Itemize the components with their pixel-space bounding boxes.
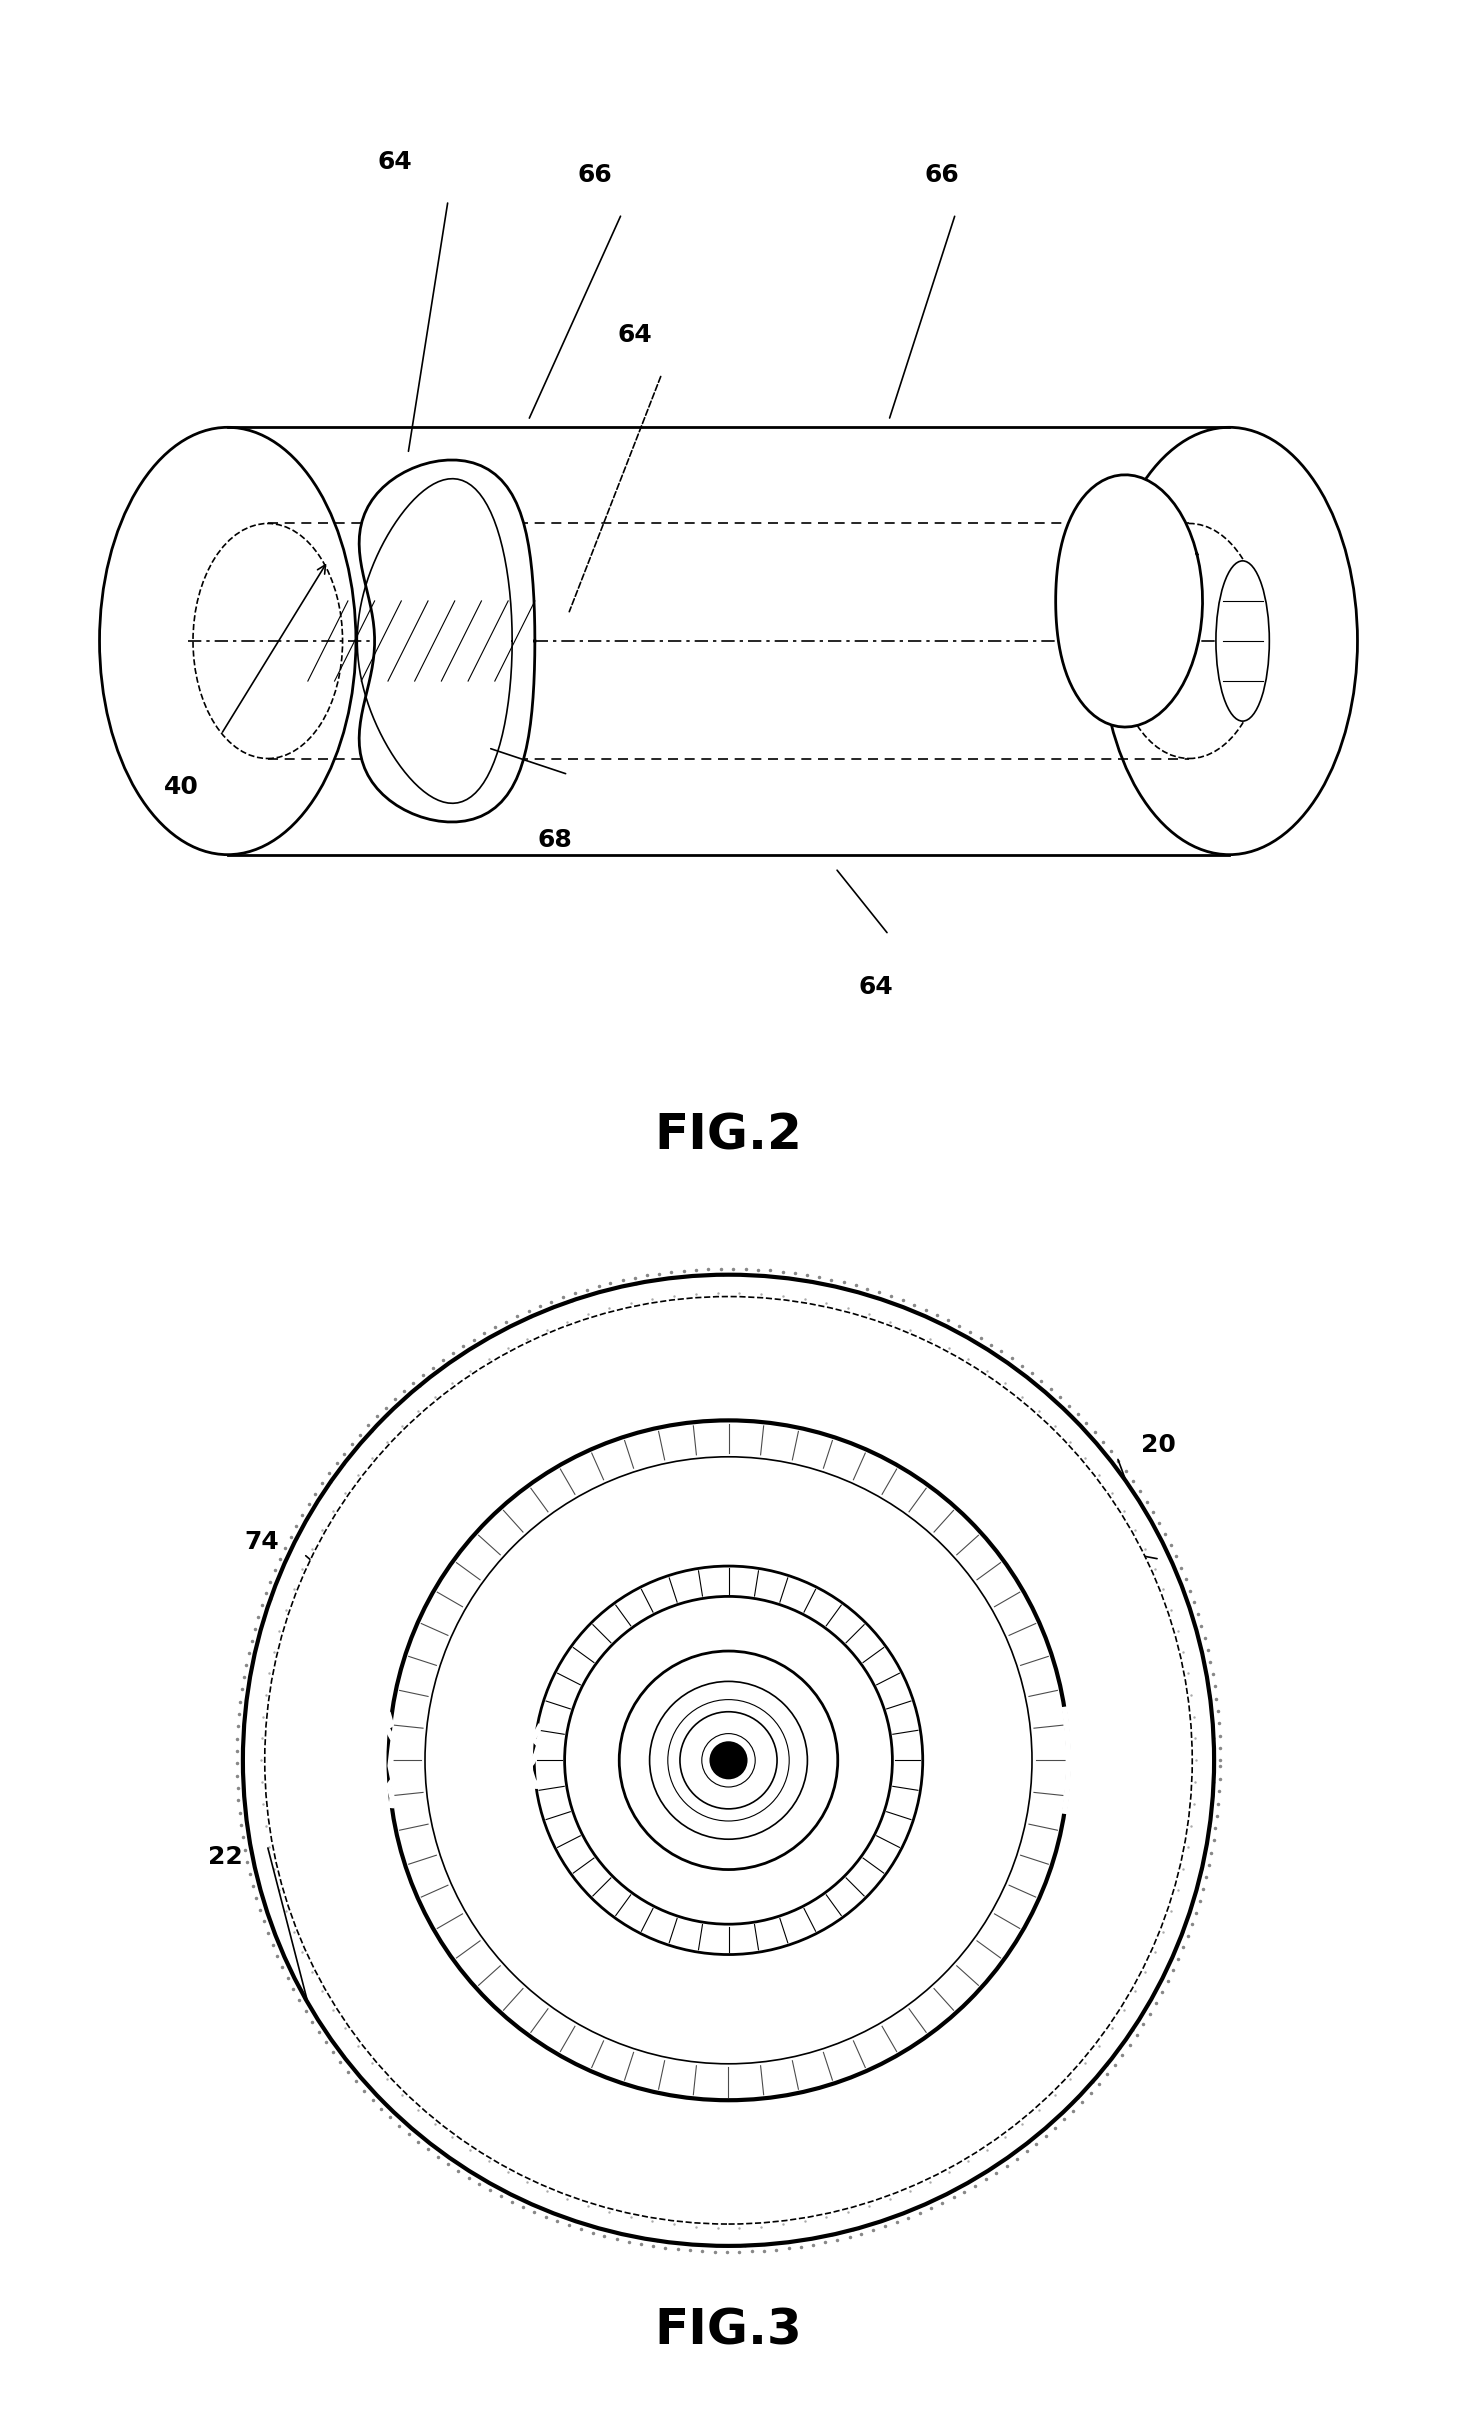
Circle shape: [389, 1420, 1068, 2100]
Circle shape: [535, 1566, 922, 1955]
Text: 74: 74: [245, 1530, 280, 1554]
Circle shape: [425, 1457, 1032, 2064]
Text: 66: 66: [925, 163, 960, 187]
Text: 68: 68: [538, 828, 573, 852]
Circle shape: [650, 1680, 807, 1840]
Text: 30: 30: [281, 1639, 316, 1663]
Text: 64: 64: [858, 974, 893, 998]
Text: 66: 66: [577, 163, 612, 187]
Circle shape: [265, 1297, 1192, 2224]
Circle shape: [619, 1651, 838, 1870]
Text: 70: 70: [1032, 1602, 1067, 1627]
Text: 20: 20: [1141, 1433, 1176, 1457]
Ellipse shape: [1217, 561, 1269, 721]
Text: 60: 60: [1008, 1797, 1043, 1821]
Text: FIG.2: FIG.2: [654, 1112, 803, 1158]
Circle shape: [565, 1598, 892, 1923]
Polygon shape: [360, 459, 535, 823]
Circle shape: [680, 1712, 777, 1809]
Circle shape: [711, 1743, 746, 1777]
Text: 22: 22: [208, 1845, 243, 1870]
Text: 28: 28: [1093, 1518, 1128, 1542]
Text: 62: 62: [663, 2161, 698, 2185]
Text: 40: 40: [163, 775, 198, 799]
Polygon shape: [1056, 476, 1202, 726]
Text: FIG.3: FIG.3: [654, 2307, 803, 2355]
Text: 40: 40: [995, 1687, 1030, 1712]
Text: 64: 64: [377, 151, 412, 172]
Text: 64: 64: [618, 323, 653, 347]
